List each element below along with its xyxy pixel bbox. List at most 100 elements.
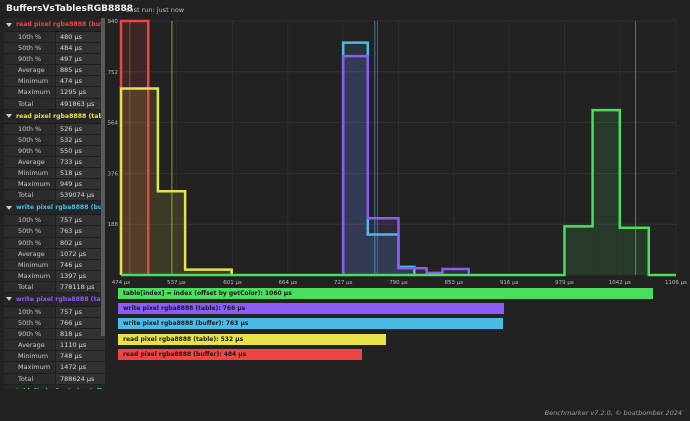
stat-value: 885 µs <box>55 65 105 76</box>
sidebar-group-title: table[index] = index (offset by getColor… <box>16 388 105 389</box>
stat-row: 50th % 766 µs <box>4 318 105 330</box>
stat-row: Maximum 1472 µs <box>4 362 105 374</box>
stat-value: 757 µs <box>55 306 105 318</box>
stat-value: 526 µs <box>55 123 105 134</box>
stat-row: 50th % 763 µs <box>4 226 105 238</box>
stat-value: 1295 µs <box>55 87 105 98</box>
stat-value: 778118 µs <box>55 281 105 292</box>
chevron-down-icon <box>6 114 12 119</box>
y-tick-label: 940 <box>108 19 119 25</box>
stats-sidebar: read pixel rgba8888 (buffer)10th %480 µs… <box>4 18 105 389</box>
stat-row: 90th % 497 µs <box>4 54 105 66</box>
stat-row: Total 788624 µs <box>4 373 105 385</box>
stat-label: 90th % <box>4 145 55 156</box>
stat-label: Maximum <box>4 87 55 98</box>
sidebar-group-header[interactable]: write pixel rgba8888 (buffer) <box>4 201 105 216</box>
stat-value: 484 µs <box>55 43 105 54</box>
stat-row: Average 733 µs <box>4 156 105 169</box>
median-bar-label: write pixel rgba8888 (table): 766 µs <box>123 305 246 313</box>
stat-label: Minimum <box>4 259 55 270</box>
stat-label: 50th % <box>4 226 55 237</box>
stat-label: 50th % <box>4 318 55 329</box>
sidebar-group-title: write pixel rgba8888 (buffer) <box>16 204 105 212</box>
sidebar-group-header[interactable]: write pixel rgba8888 (table) <box>4 292 105 307</box>
stat-row: Average 1072 µs <box>4 248 105 260</box>
stat-label: Average <box>4 248 55 259</box>
chevron-down-icon <box>6 297 12 302</box>
stat-value: 748 µs <box>55 351 105 362</box>
histogram-bin-fill <box>121 88 158 275</box>
stat-row: Minimum 746 µs <box>4 259 105 271</box>
median-bar: write pixel rgba8888 (buffer): 763 µs <box>118 318 503 330</box>
x-tick-label: 474 µs <box>112 280 131 286</box>
sidebar-group-title: write pixel rgba8888 (table) <box>16 295 105 303</box>
x-tick-label: 979 µs <box>555 280 574 286</box>
stat-row: Minimum 748 µs <box>4 351 105 363</box>
stat-label: Average <box>4 156 55 168</box>
y-tick-label: 564 <box>108 121 119 127</box>
histogram-bin-fill <box>121 21 149 275</box>
stat-value: 480 µs <box>55 32 105 43</box>
stat-value: 746 µs <box>55 259 105 270</box>
stat-label: 10th % <box>4 306 55 318</box>
footer-credit: Benchmarker v7.2.0, © boatbomber 2024 <box>544 409 682 417</box>
stat-label: Average <box>4 340 55 351</box>
stat-value: 766 µs <box>55 318 105 329</box>
median-bar-label: read pixel rgba8888 (table): 532 µs <box>123 335 244 343</box>
y-tick-label: 752 <box>108 70 119 76</box>
stat-row: Maximum 1295 µs <box>4 87 105 99</box>
stat-label: Maximum <box>4 362 55 373</box>
median-bar: read pixel rgba8888 (buffer): 484 µs <box>118 348 363 360</box>
stat-label: Total <box>4 98 55 109</box>
stat-label: Maximum <box>4 270 55 281</box>
median-bar-label: read pixel rgba8888 (buffer): 484 µs <box>123 350 247 358</box>
stat-value: 949 µs <box>55 179 105 190</box>
histogram-bin-fill <box>592 110 620 275</box>
histogram-chart: 940 752 564 376 188 474 µs 537 µs 601 µs 664 µs 7… <box>108 19 688 286</box>
stat-row: Total 491863 µs <box>4 98 105 110</box>
histogram-bin-fill <box>343 42 368 275</box>
x-tick-label: 916 µs <box>500 280 519 286</box>
median-bar-label: table[index] = index (offset by getColor… <box>123 290 292 297</box>
page-title: BuffersVsTablesRGB8888 <box>6 4 134 14</box>
stat-value: 1110 µs <box>55 340 105 351</box>
stat-label: Total <box>4 190 55 201</box>
histogram-bin-fill <box>185 269 232 275</box>
histogram-bin-fill <box>367 234 399 275</box>
stat-label: Maximum <box>4 179 55 190</box>
chevron-down-icon <box>6 22 12 27</box>
stat-row: 10th % 757 µs <box>4 306 105 319</box>
histogram-bin-fill <box>343 56 368 276</box>
sidebar-group-header[interactable]: read pixel rgba8888 (buffer) <box>4 18 105 32</box>
sidebar-scrollbar-thumb[interactable] <box>101 18 105 336</box>
stat-label: Total <box>4 281 55 292</box>
histogram-bin-fill <box>442 269 469 275</box>
stat-label: Minimum <box>4 351 55 362</box>
y-tick-label: 376 <box>108 171 119 177</box>
histogram-series-outline <box>121 108 676 277</box>
stat-row: Minimum 518 µs <box>4 168 105 180</box>
stat-value: 1472 µs <box>55 362 105 373</box>
stat-value: 1397 µs <box>55 270 105 281</box>
stat-row: Average 1110 µs <box>4 340 105 352</box>
stat-value: 491863 µs <box>55 98 105 109</box>
histogram-series-outline <box>341 54 471 275</box>
stat-value: 802 µs <box>55 237 105 248</box>
stat-row: 10th % 480 µs <box>4 32 105 44</box>
stat-value: 550 µs <box>55 145 105 156</box>
x-tick-label: 664 µs <box>279 280 298 286</box>
stat-value: 1072 µs <box>55 248 105 259</box>
histogram-bin-fill <box>398 266 415 275</box>
stat-row: 10th % 526 µs <box>4 123 105 135</box>
sidebar-group-header[interactable]: read pixel rgba8888 (table) <box>4 109 105 124</box>
stat-label: Total <box>4 373 55 384</box>
stat-label: 50th % <box>4 43 55 54</box>
x-tick-label: 727 µs <box>334 280 353 286</box>
sidebar-group-header[interactable]: table[index] = index (offset by getColor… <box>4 384 105 389</box>
x-tick-label: 853 µs <box>445 280 464 286</box>
stat-value: 518 µs <box>55 168 105 179</box>
stat-row: Total 778118 µs <box>4 281 105 293</box>
stat-label: 10th % <box>4 215 55 226</box>
histogram-series-outline <box>119 87 233 275</box>
stat-value: 788624 µs <box>55 373 105 384</box>
